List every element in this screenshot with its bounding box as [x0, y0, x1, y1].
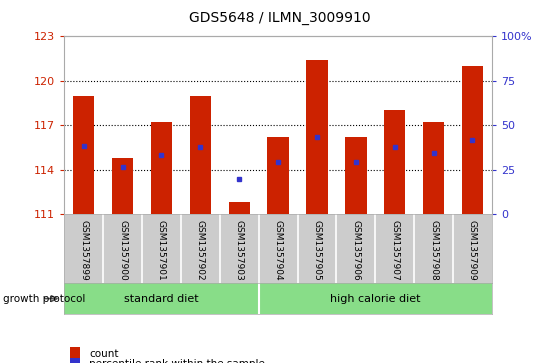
- Text: GSM1357908: GSM1357908: [429, 220, 438, 281]
- Bar: [384, 110, 405, 214]
- Text: GSM1357901: GSM1357901: [157, 220, 166, 281]
- Bar: [151, 122, 172, 214]
- Text: GSM1357905: GSM1357905: [312, 220, 321, 281]
- Text: GSM1357909: GSM1357909: [468, 220, 477, 281]
- Bar: [229, 202, 250, 214]
- Text: high calorie diet: high calorie diet: [330, 294, 420, 303]
- Text: standard diet: standard diet: [124, 294, 199, 303]
- Text: GSM1357906: GSM1357906: [352, 220, 361, 281]
- Bar: [306, 60, 328, 214]
- Text: GDS5648 / ILMN_3009910: GDS5648 / ILMN_3009910: [189, 11, 370, 25]
- Text: GSM1357900: GSM1357900: [118, 220, 127, 281]
- Bar: [112, 158, 133, 214]
- Text: GSM1357903: GSM1357903: [235, 220, 244, 281]
- Bar: [423, 122, 444, 214]
- Bar: [73, 95, 94, 214]
- Bar: [267, 137, 289, 214]
- Bar: [462, 66, 483, 214]
- Text: GSM1357907: GSM1357907: [390, 220, 399, 281]
- Text: percentile rank within the sample: percentile rank within the sample: [89, 359, 266, 363]
- Bar: [190, 95, 211, 214]
- Text: count: count: [89, 349, 119, 359]
- Bar: [345, 137, 367, 214]
- Text: GSM1357902: GSM1357902: [196, 220, 205, 280]
- Text: growth protocol: growth protocol: [3, 294, 85, 303]
- Text: GSM1357899: GSM1357899: [79, 220, 88, 281]
- Text: GSM1357904: GSM1357904: [273, 220, 283, 280]
